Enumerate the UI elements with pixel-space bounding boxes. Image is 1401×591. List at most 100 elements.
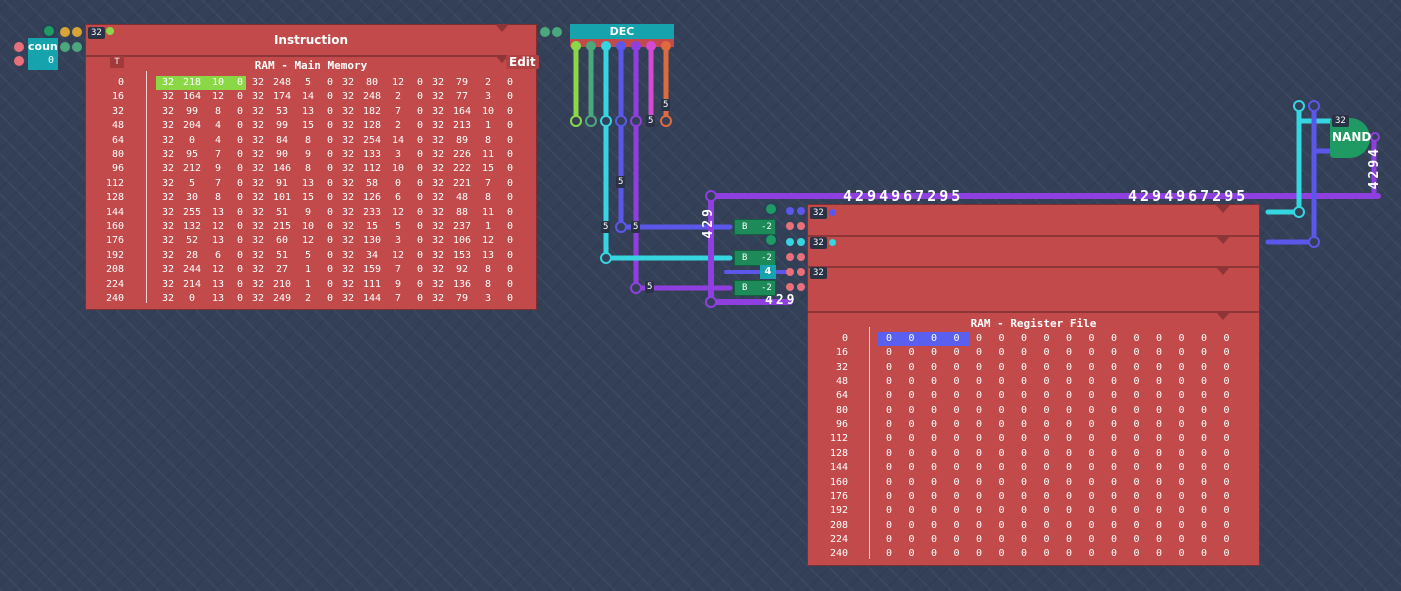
register-file-cell[interactable]: 0 (1020, 490, 1028, 502)
main-memory-cell[interactable]: 32 (431, 149, 445, 160)
main-memory-cell[interactable]: 112 (362, 163, 382, 175)
register-file-cell[interactable]: 0 (1020, 333, 1028, 344)
register-file-cell[interactable]: 0 (1223, 333, 1230, 344)
main-memory-cell[interactable]: 182 (362, 105, 382, 117)
register-file-cell[interactable]: 0 (1133, 519, 1140, 531)
register-file-cell[interactable]: 0 (1043, 333, 1050, 344)
register-file-cell[interactable]: 0 (1110, 419, 1118, 431)
register-file-cell[interactable]: 0 (885, 347, 893, 359)
main-memory-cell[interactable]: 0 (506, 249, 514, 261)
main-memory-cell[interactable]: 95 (185, 149, 199, 160)
register-file-cell[interactable]: 0 (1088, 347, 1095, 359)
main-memory-cell[interactable]: 30 (185, 192, 199, 204)
main-memory-cell[interactable]: 0 (326, 105, 334, 117)
reg-pin-6[interactable] (797, 238, 805, 246)
register-file-cell[interactable]: 0 (1110, 505, 1118, 517)
reg-sel-box-2[interactable]: B -2 (734, 250, 776, 266)
main-memory-cell[interactable]: 32 (341, 134, 355, 146)
main-memory-cell[interactable]: 32 (341, 264, 355, 276)
register-file-cell[interactable]: 0 (998, 333, 1005, 344)
register-file-cell[interactable]: 0 (1223, 548, 1230, 560)
main-memory-cell[interactable]: 14 (391, 134, 405, 146)
register-file-cell[interactable]: 0 (1155, 462, 1163, 474)
main-memory-cell[interactable]: 32 (341, 221, 355, 232)
main-memory-cell[interactable]: 32 (161, 163, 175, 175)
register-file-cell[interactable]: 0 (1043, 490, 1050, 502)
register-file-cell[interactable]: 0 (1223, 404, 1230, 416)
main-memory-cell[interactable]: 0 (506, 235, 514, 247)
decoder-input-pin-2[interactable] (552, 27, 562, 37)
register-file-cell[interactable]: 0 (998, 519, 1005, 531)
main-memory-cell[interactable]: 133 (362, 149, 382, 160)
main-memory-cell[interactable]: 80 (365, 77, 379, 88)
register-file-cell[interactable]: 0 (1065, 361, 1073, 373)
main-memory-cell[interactable]: 126 (362, 192, 382, 204)
main-memory-cell[interactable]: 92 (455, 264, 469, 276)
main-memory-cell[interactable]: 4 (214, 120, 222, 132)
main-memory-cell[interactable]: 0 (326, 120, 334, 132)
register-file-cell[interactable]: 0 (1200, 347, 1208, 359)
main-memory-cell[interactable]: 212 (182, 163, 202, 175)
main-memory-cell[interactable]: 8 (484, 192, 492, 204)
main-memory-cell[interactable]: 9 (214, 163, 222, 175)
main-memory-cell[interactable]: 32 (251, 206, 265, 218)
register-file-cell[interactable]: 0 (1088, 533, 1095, 545)
main-memory-cell[interactable]: 32 (251, 120, 265, 132)
register-file-cell[interactable]: 0 (908, 347, 915, 359)
register-file-cell[interactable]: 0 (908, 490, 915, 502)
register-file-cell[interactable]: 0 (1020, 404, 1028, 416)
register-file-cell[interactable]: 0 (1088, 447, 1095, 459)
main-memory-cell[interactable]: 0 (416, 264, 424, 276)
counter-link-pin-4[interactable] (72, 42, 82, 52)
register-file-cell[interactable]: 0 (1065, 404, 1073, 416)
main-memory-cell[interactable]: 14 (301, 91, 315, 103)
register-file-cell[interactable]: 0 (1200, 433, 1208, 445)
register-file-cell[interactable]: 0 (1178, 447, 1185, 459)
register-file-cell[interactable]: 0 (885, 476, 893, 488)
register-file-cell[interactable]: 0 (1020, 433, 1028, 445)
main-memory-cell[interactable]: 32 (161, 249, 175, 261)
register-file-cell[interactable]: 0 (1200, 505, 1208, 517)
register-file-cell[interactable]: 0 (1065, 433, 1073, 445)
main-memory-cell[interactable]: 32 (251, 235, 265, 247)
register-file-cell[interactable]: 0 (1223, 505, 1230, 517)
main-memory-cell[interactable]: 32 (431, 77, 445, 88)
edit-button[interactable]: Edit (506, 55, 539, 69)
counter-link-pin-3[interactable] (60, 42, 70, 52)
main-memory-cell[interactable]: 7 (214, 149, 222, 160)
main-memory-cell[interactable]: 32 (341, 163, 355, 175)
register-file-cell[interactable]: 0 (1088, 376, 1095, 388)
register-file-cell[interactable]: 0 (1200, 490, 1208, 502)
register-file-cell[interactable]: 0 (975, 404, 983, 416)
main-memory-cell[interactable]: 0 (416, 221, 424, 232)
register-file-cell[interactable]: 0 (1133, 462, 1140, 474)
main-memory-cell[interactable]: 32 (161, 264, 175, 276)
register-file-cell[interactable]: 0 (1133, 433, 1140, 445)
main-memory-cell[interactable]: 12 (391, 206, 405, 218)
main-memory-cell[interactable]: 32 (251, 149, 265, 160)
main-memory-cell[interactable]: 0 (236, 177, 244, 189)
main-memory-cell[interactable]: 0 (236, 91, 244, 103)
register-file-cell[interactable]: 0 (885, 533, 893, 545)
register-file-cell[interactable]: 0 (975, 447, 983, 459)
main-memory-cell[interactable]: 0 (506, 177, 514, 189)
main-memory-cell[interactable]: 0 (506, 192, 514, 204)
register-file-cell[interactable]: 0 (1110, 462, 1118, 474)
main-memory-cell[interactable]: 32 (431, 134, 445, 146)
register-file-cell[interactable]: 0 (1065, 376, 1073, 388)
main-memory-cell[interactable]: 0 (236, 235, 244, 247)
main-memory-cell[interactable]: 159 (362, 264, 382, 276)
register-file-cell[interactable]: 0 (908, 447, 915, 459)
register-file-cell[interactable]: 0 (1155, 419, 1163, 431)
register-file-cell[interactable]: 0 (953, 447, 960, 459)
register-file-cell[interactable]: 0 (1178, 347, 1185, 359)
main-memory-cell[interactable]: 111 (362, 278, 382, 290)
main-memory-cell[interactable]: 12 (301, 235, 315, 247)
register-file-cell[interactable]: 0 (1020, 505, 1028, 517)
main-memory-cell[interactable]: 79 (455, 293, 469, 304)
register-file-cell[interactable]: 0 (998, 347, 1005, 359)
register-file-cell[interactable]: 0 (1065, 447, 1073, 459)
register-file-cell[interactable]: 0 (1200, 447, 1208, 459)
register-file-cell[interactable]: 0 (930, 376, 938, 388)
register-file-cell[interactable]: 0 (1020, 462, 1028, 474)
